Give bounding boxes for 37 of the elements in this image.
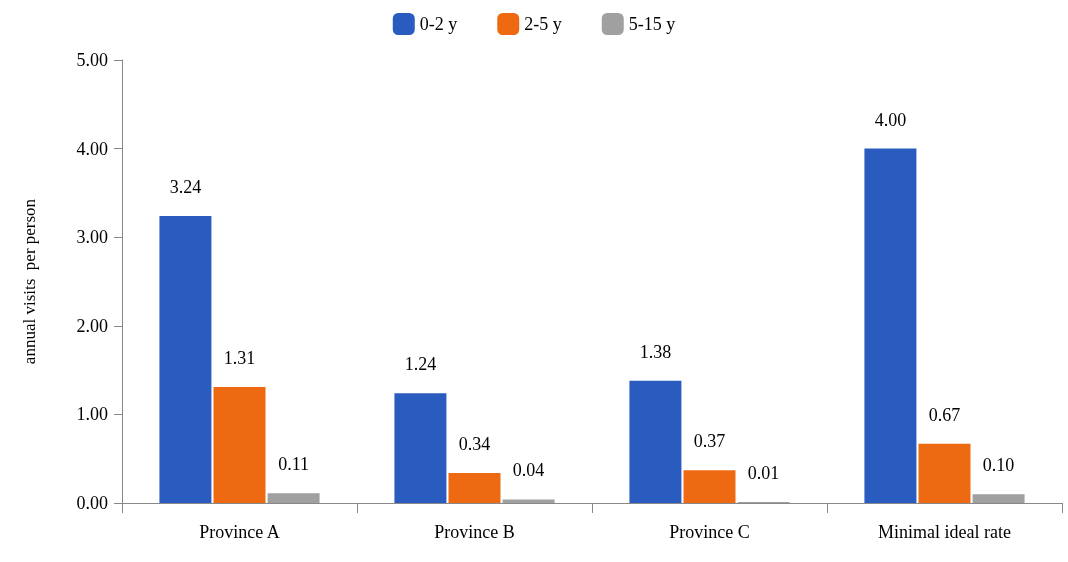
data-label: 1.38	[639, 341, 672, 362]
bar	[394, 393, 447, 503]
data-label: 0.67	[928, 404, 961, 425]
data-label: 0.01	[747, 463, 780, 484]
y-tick-label: 4.00	[76, 138, 108, 159]
data-label: 1.24	[404, 354, 437, 375]
data-label: 0.10	[982, 455, 1015, 476]
bar	[864, 148, 917, 503]
bar	[448, 472, 501, 503]
bar	[629, 380, 682, 503]
data-label: 0.37	[693, 431, 726, 452]
bar	[918, 443, 971, 503]
bar	[683, 470, 736, 503]
y-tick-label: 1.00	[76, 404, 108, 425]
bar	[159, 215, 212, 503]
legend-label: 0-2 y	[419, 14, 458, 34]
bar	[502, 499, 555, 503]
legend-label: 5-15 y	[628, 14, 676, 34]
y-tick-label: 0.00	[76, 493, 108, 513]
y-tick-label: 2.00	[76, 315, 108, 336]
x-tick-label: Minimal ideal rate	[878, 522, 1011, 542]
x-tick-label: Province A	[199, 522, 280, 542]
y-tick-label: 5.00	[76, 50, 108, 70]
data-label: 0.34	[458, 433, 491, 454]
y-axis-title: annual visits per person	[20, 198, 39, 365]
data-label: 1.31	[223, 347, 256, 368]
legend-label: 2-5 y	[524, 14, 562, 34]
bar	[267, 493, 320, 503]
y-tick-label: 3.00	[76, 227, 108, 248]
data-label: 4.00	[874, 109, 907, 130]
x-tick-label: Province C	[669, 522, 750, 542]
data-label: 0.11	[278, 454, 309, 475]
bar	[972, 494, 1025, 503]
data-label: 3.24	[169, 176, 202, 197]
bar	[213, 386, 266, 503]
x-tick-label: Province B	[434, 522, 515, 542]
data-label: 0.04	[512, 460, 545, 481]
